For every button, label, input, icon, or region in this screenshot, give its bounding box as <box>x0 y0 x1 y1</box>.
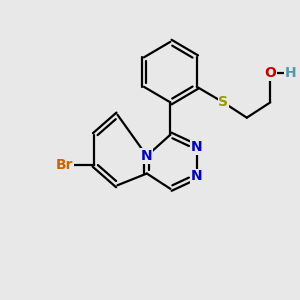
Text: H: H <box>285 66 297 80</box>
Text: N: N <box>141 149 153 163</box>
Text: Br: Br <box>56 158 73 172</box>
Text: N: N <box>191 169 202 184</box>
Text: S: S <box>218 95 228 110</box>
Text: N: N <box>191 140 202 154</box>
Text: O: O <box>264 66 276 80</box>
